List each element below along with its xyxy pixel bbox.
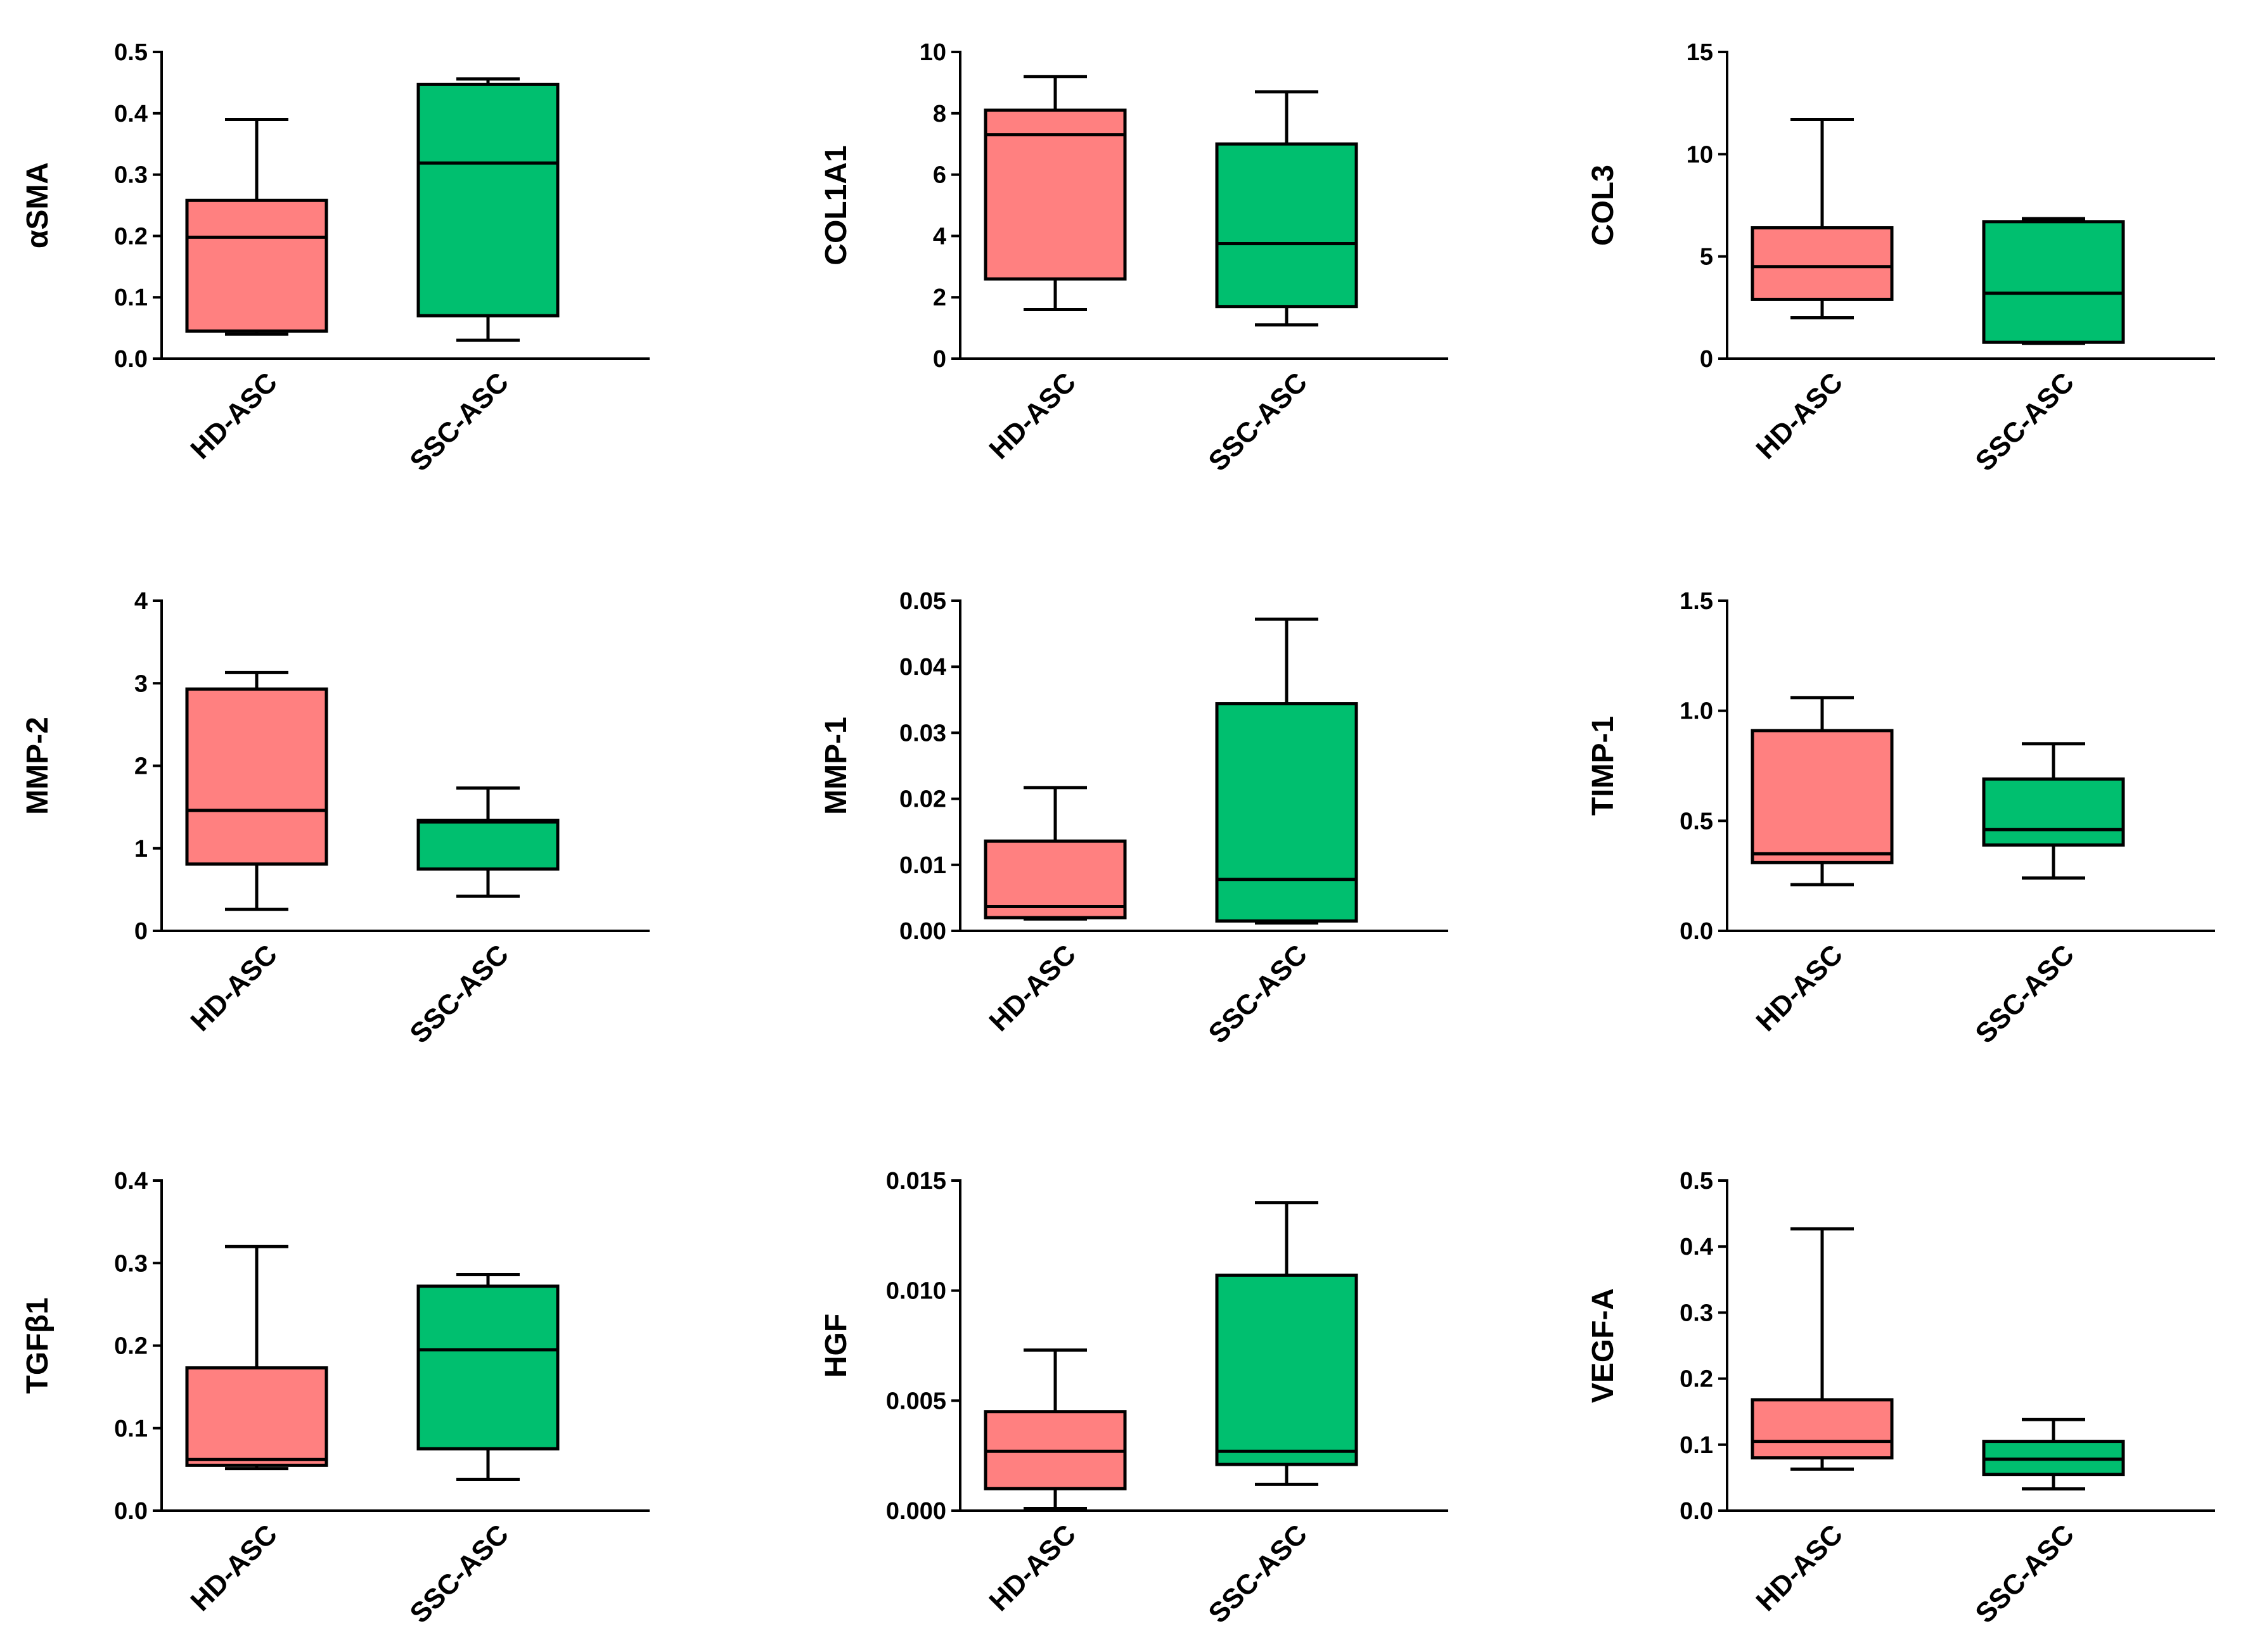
y-tick-label: 6 [933,162,946,189]
x-category-label: SSC-ASC [1202,1518,1313,1629]
x-category-label: HD-ASC [184,366,283,465]
x-category-label: HD-ASC [184,1518,283,1617]
y-axis-title: TGFβ1 [21,1298,55,1394]
y-tick-label: 0.05 [899,588,946,615]
y-axis-title: αSMA [21,162,55,248]
y-tick-label: 0.005 [886,1388,946,1414]
y-tick-label: 0.0 [1680,918,1713,945]
y-tick-label: 1.0 [1680,698,1713,725]
y-axis-title: COL1A1 [819,145,853,265]
box-hd-asc [187,200,326,331]
y-tick-label: 0.2 [114,1333,148,1360]
y-tick-label: 0.015 [886,1168,946,1194]
y-tick-label: 0.1 [1680,1432,1713,1459]
y-tick-label: 0.1 [114,285,148,311]
y-tick-label: 0.3 [1680,1300,1713,1326]
box-hd-asc [1752,731,1892,862]
y-tick-label: 0.3 [114,1250,148,1277]
panel-9: 0.0 0.1 0.2 0.3 0.4 0.5 VEGF-A HD-ASC SSC-ASC [1586,1168,2215,1629]
x-category-label: HD-ASC [983,366,1082,465]
y-tick-label: 0.02 [899,786,946,813]
y-axis-title: TIMP-1 [1586,716,1620,816]
y-tick-label: 0.01 [899,852,946,879]
box-ssc-asc [418,820,558,869]
y-tick-label: 0.5 [1680,808,1713,835]
x-category-label: HD-ASC [1750,938,1849,1037]
y-tick-label: 2 [933,285,946,311]
box-plot-grid: 0.0 0.1 0.2 0.3 0.4 0.5 αSMA HD-ASC SSC-ASC 0 2 4 6 8… [0,0,2243,1649]
box-ssc-asc [1984,779,2123,845]
x-category-label: HD-ASC [184,938,283,1037]
figure-panel-grid: 0.0 0.1 0.2 0.3 0.4 0.5 αSMA HD-ASC SSC-ASC 0 2 4 6 8… [0,0,2243,1649]
panel-3: 0 5 10 15 COL3 HD-ASC SSC-ASC [1586,39,2215,477]
y-tick-label: 0.00 [899,918,946,945]
panel-5: 0.00 0.01 0.02 0.03 0.04 0.05 MMP-1 HD-ASC SSC-A… [819,588,1448,1049]
y-tick-label: 4 [933,223,946,250]
y-tick-label: 0 [933,346,946,373]
y-tick-label: 0.04 [899,654,946,681]
y-tick-label: 0.2 [1680,1366,1713,1393]
x-category-label: HD-ASC [1750,1518,1849,1617]
y-axis-title: MMP-1 [819,717,853,815]
panel-7: 0.0 0.1 0.2 0.3 0.4 TGFβ1 HD-ASC SSC-ASC [21,1168,650,1629]
y-tick-label: 15 [1687,39,1713,66]
box-ssc-asc [1217,1275,1356,1464]
x-category-label: SSC-ASC [1202,938,1313,1049]
x-category-label: SSC-ASC [1969,938,2080,1049]
y-tick-label: 3 [134,670,148,697]
y-tick-label: 0.5 [114,39,148,66]
panel-2: 0 2 4 6 8 10 COL1A1 HD-ASC SSC-ASC [819,39,1448,477]
y-tick-label: 1.5 [1680,588,1713,615]
y-tick-label: 5 [1700,244,1713,271]
y-tick-label: 0.0 [114,1498,148,1525]
box-ssc-asc [1217,144,1356,307]
x-category-label: SSC-ASC [404,366,515,477]
y-tick-label: 0.4 [114,101,148,127]
x-category-label: SSC-ASC [404,1518,515,1629]
y-tick-label: 0.2 [114,223,148,250]
box-hd-asc [187,1368,326,1466]
y-tick-label: 0.4 [1680,1234,1713,1260]
x-category-label: SSC-ASC [1969,1518,2080,1629]
y-tick-label: 10 [1687,141,1713,168]
x-category-label: HD-ASC [983,1518,1082,1617]
y-tick-label: 0.1 [114,1416,148,1442]
x-category-label: HD-ASC [983,938,1082,1037]
y-tick-label: 8 [933,101,946,127]
y-tick-label: 0.010 [886,1278,946,1305]
x-category-label: SSC-ASC [1969,366,2080,477]
box-ssc-asc [1984,222,2123,342]
x-category-label: HD-ASC [1750,366,1849,465]
y-tick-label: 10 [920,39,946,66]
y-tick-label: 2 [134,753,148,780]
panel-6: 0.0 0.5 1.0 1.5 TIMP-1 HD-ASC SSC-ASC [1586,588,2215,1049]
x-category-label: SSC-ASC [404,938,515,1049]
box-ssc-asc [418,84,558,316]
y-axis-title: COL3 [1586,165,1620,246]
y-tick-label: 0.4 [114,1168,148,1194]
box-hd-asc [1752,227,1892,299]
y-tick-label: 0.03 [899,720,946,746]
y-axis-title: MMP-2 [21,717,55,815]
y-tick-label: 0.0 [1680,1498,1713,1525]
box-hd-asc [1752,1400,1892,1458]
y-tick-label: 0.3 [114,162,148,189]
y-axis-title: HGF [819,1314,853,1378]
x-category-label: SSC-ASC [1202,366,1313,477]
panel-8: 0.000 0.005 0.010 0.015 HGF HD-ASC SSC-ASC [819,1168,1448,1629]
y-tick-label: 0.000 [886,1498,946,1525]
box-hd-asc [187,689,326,864]
y-tick-label: 0.5 [1680,1168,1713,1194]
y-tick-label: 0.0 [114,346,148,373]
y-tick-label: 0 [1700,346,1713,373]
y-tick-label: 0 [134,918,148,945]
panel-4: 0 1 2 3 4 MMP-2 HD-ASC SSC-ASC [21,588,650,1049]
box-ssc-asc [418,1286,558,1449]
y-axis-title: VEGF-A [1586,1288,1620,1403]
y-tick-label: 4 [134,588,148,615]
panel-1: 0.0 0.1 0.2 0.3 0.4 0.5 αSMA HD-ASC SSC-ASC [21,39,650,477]
y-tick-label: 1 [134,836,148,862]
box-ssc-asc [1217,704,1356,921]
